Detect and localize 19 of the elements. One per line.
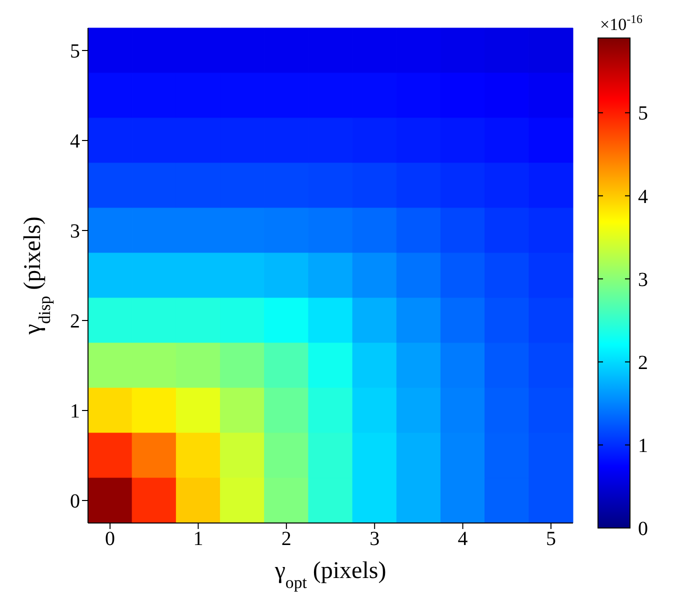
x-tick-label: 2 [281,528,292,550]
x-tick-label: 0 [105,528,116,550]
color-bar-title: ×10$^{-16}$ [600,12,642,34]
color-bar-label: 1 [638,434,648,457]
color-bar-label: 4 [638,186,648,208]
color-bar-label: 2 [638,352,648,374]
color-bar-label: 3 [638,268,648,291]
color-bar-label: 5 [638,102,648,125]
x-tick-label: 3 [370,528,380,550]
y-tick-label: 5 [70,40,80,63]
y-tick-label: 1 [70,400,80,423]
x-tick-label: 4 [458,528,468,550]
y-tick-label: 2 [70,310,80,333]
y-tick-label: 0 [70,490,80,513]
x-tick-label: 5 [546,528,556,550]
y-tick-label: 4 [70,130,80,153]
y-tick-label: 3 [70,220,80,243]
x-axis-title: γ$_{opt}$ (pixels) [274,558,386,592]
x-tick-label: 1 [193,528,204,550]
